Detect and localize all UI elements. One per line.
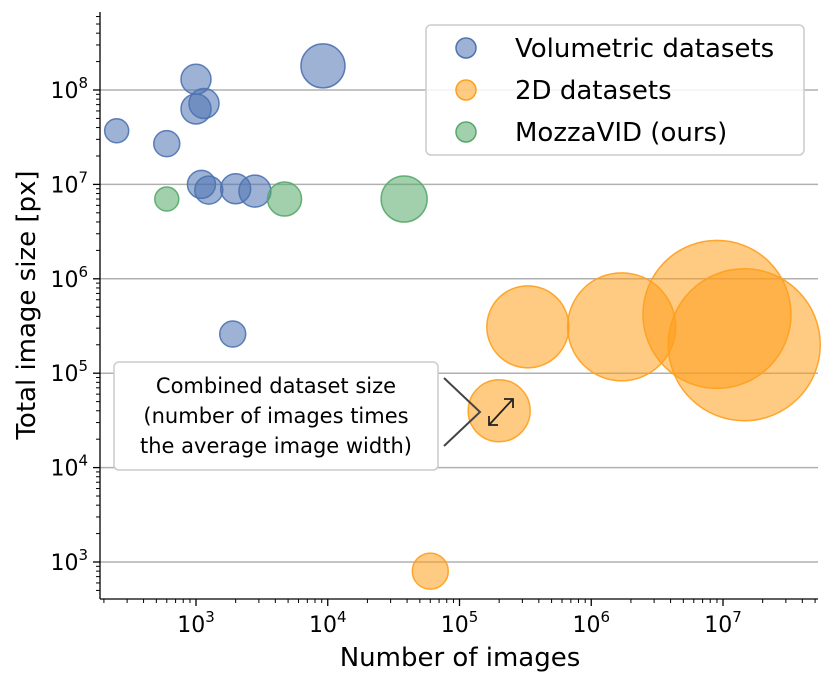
size-annotation: Combined dataset size (number of images …: [113, 361, 514, 471]
data-point: [188, 87, 220, 120]
data-point: [238, 174, 272, 208]
series-0: [103, 43, 346, 348]
legend-label-2d: 2D datasets: [515, 76, 672, 106]
data-point: [300, 43, 346, 89]
annotation-line-2: (number of images times: [143, 404, 408, 428]
x-ticks: 103 104 105 106 107: [103, 599, 816, 638]
annotation-line-3: the average image width): [140, 434, 412, 458]
x-tick-label: 103: [177, 608, 215, 638]
y-tick-label: 106: [50, 263, 88, 293]
x-axis-title: Number of images: [340, 643, 581, 673]
data-point: [411, 552, 450, 590]
series-2: [154, 175, 428, 223]
legend-marker-2d: [455, 79, 477, 101]
legend-box: [425, 24, 805, 156]
data-point: [266, 181, 303, 217]
data-point: [103, 118, 130, 144]
y-axis-title: Total image size [px]: [12, 170, 42, 440]
axes: 103 104 105 106 107 103 104 105 106 107 108: [50, 12, 818, 638]
annotation-box: [113, 361, 439, 471]
data-point: [153, 129, 181, 158]
y-tick-label: 108: [50, 74, 88, 104]
y-tick-label: 107: [50, 168, 88, 198]
series-1: [411, 239, 822, 590]
legend-label-mozzavid: MozzaVID (ours): [515, 118, 727, 148]
data-points: [103, 43, 822, 590]
data-point: [154, 186, 180, 212]
x-tick-label: 104: [309, 608, 347, 638]
x-tick-label: 106: [572, 608, 610, 638]
data-point: [380, 175, 428, 223]
x-tick-label: 105: [441, 608, 479, 638]
y-tick-label: 103: [50, 546, 88, 576]
y-tick-label: 104: [50, 452, 88, 482]
annotation-line-1: Combined dataset size: [156, 374, 396, 398]
y-ticks: 103 104 105 106 107 108: [50, 16, 100, 591]
x-tick-label: 107: [704, 608, 742, 638]
data-point: [667, 268, 822, 422]
annotation-bracket: [443, 377, 482, 447]
y-tick-label: 105: [50, 357, 88, 387]
data-point: [486, 285, 570, 369]
data-point: [218, 320, 247, 348]
legend-marker-volumetric: [455, 37, 477, 59]
data-point: [467, 379, 531, 443]
legend: Volumetric datasets 2D datasets MozzaVID…: [425, 24, 805, 156]
legend-label-volumetric: Volumetric datasets: [515, 34, 774, 64]
data-point: [194, 175, 224, 205]
double-arrow-icon: [488, 398, 514, 426]
legend-marker-mozzavid: [455, 121, 477, 143]
